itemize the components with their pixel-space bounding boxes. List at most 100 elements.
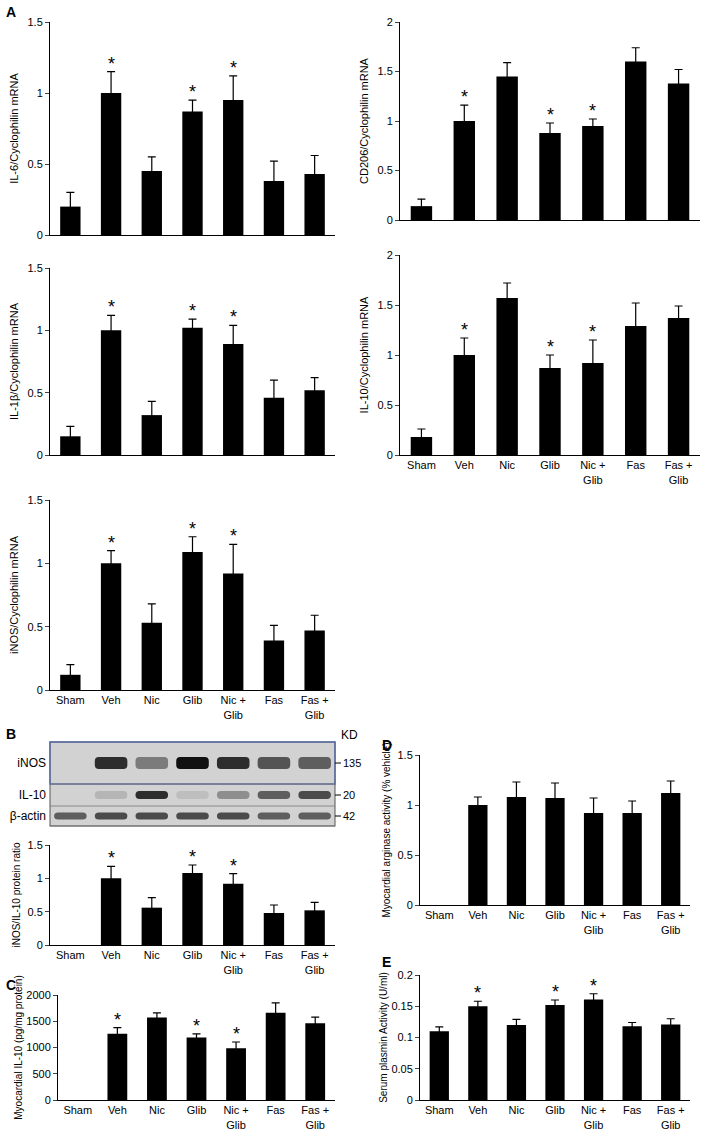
svg-text:*: * — [108, 54, 115, 74]
svg-text:*: * — [193, 1016, 200, 1036]
svg-text:1: 1 — [37, 872, 43, 884]
svg-text:Fas: Fas — [623, 1104, 642, 1116]
svg-text:Glib: Glib — [545, 1104, 565, 1116]
svg-text:*: * — [474, 983, 481, 1003]
svg-text:1: 1 — [407, 799, 413, 811]
svg-text:*: * — [552, 982, 559, 1002]
svg-text:0.5: 0.5 — [378, 164, 393, 176]
svg-text:Myocardial IL-10 (pg/mg protei: Myocardial IL-10 (pg/mg protein) — [13, 975, 24, 1120]
svg-text:0.2: 0.2 — [398, 969, 413, 981]
svg-text:*: * — [108, 297, 115, 317]
svg-text:0.5: 0.5 — [28, 621, 43, 633]
svg-text:KD: KD — [341, 728, 358, 742]
svg-text:IL-1β/Cyclophilin mRNA: IL-1β/Cyclophilin mRNA — [8, 302, 20, 420]
svg-text:Nic: Nic — [144, 949, 160, 961]
svg-text:Fas +Glib: Fas +Glib — [657, 909, 685, 935]
svg-text:Fas: Fas — [265, 949, 284, 961]
svg-text:0.15: 0.15 — [391, 1000, 412, 1012]
svg-text:Glib: Glib — [183, 949, 203, 961]
svg-text:IL-6/Cyclophilin mRNA: IL-6/Cyclophilin mRNA — [8, 73, 20, 184]
svg-text:*: * — [230, 856, 237, 876]
svg-text:1.5: 1.5 — [378, 299, 393, 311]
svg-text:A: A — [6, 4, 16, 20]
svg-text:42: 42 — [343, 810, 355, 822]
svg-text:Veh: Veh — [468, 909, 487, 921]
svg-text:1: 1 — [387, 349, 393, 361]
svg-text:IL-10: IL-10 — [19, 788, 47, 802]
svg-text:*: * — [590, 976, 597, 996]
svg-text:*: * — [108, 533, 115, 553]
svg-text:1500: 1500 — [26, 1015, 50, 1027]
svg-text:0: 0 — [37, 229, 43, 241]
svg-text:0: 0 — [387, 214, 393, 226]
svg-text:Myocardial arginase activity (: Myocardial arginase activity (% vehicle) — [381, 742, 392, 917]
svg-text:1: 1 — [37, 557, 43, 569]
svg-text:Nic +Glib: Nic +Glib — [580, 459, 605, 485]
svg-text:*: * — [189, 519, 196, 539]
svg-text:Fas +Glib: Fas +Glib — [301, 1104, 329, 1130]
svg-text:E: E — [382, 954, 391, 970]
svg-text:*: * — [114, 1010, 121, 1030]
svg-text:Veh: Veh — [102, 949, 121, 961]
svg-text:1.5: 1.5 — [28, 839, 43, 851]
svg-text:*: * — [233, 1024, 240, 1044]
svg-text:β-actin: β-actin — [10, 809, 46, 823]
svg-text:0.1: 0.1 — [398, 1031, 413, 1043]
svg-text:Nic: Nic — [508, 1104, 524, 1116]
svg-text:0: 0 — [45, 1094, 51, 1106]
svg-text:C: C — [6, 977, 16, 993]
svg-text:Fas: Fas — [266, 1104, 285, 1116]
svg-text:Veh: Veh — [455, 459, 474, 471]
svg-text:1000: 1000 — [26, 1041, 50, 1053]
svg-text:1.5: 1.5 — [378, 65, 393, 77]
svg-text:Nic +Glib: Nic +Glib — [581, 1104, 606, 1130]
svg-text:2000: 2000 — [26, 989, 50, 1001]
svg-text:0: 0 — [37, 684, 43, 696]
svg-text:0.5: 0.5 — [398, 849, 413, 861]
svg-text:*: * — [189, 847, 196, 867]
svg-text:Nic: Nic — [144, 694, 160, 706]
svg-text:Nic: Nic — [499, 459, 515, 471]
svg-text:135: 135 — [343, 757, 361, 769]
svg-text:Veh: Veh — [468, 1104, 487, 1116]
svg-text:*: * — [547, 337, 554, 357]
svg-text:*: * — [189, 301, 196, 321]
svg-text:Sham: Sham — [407, 459, 436, 471]
svg-text:0.5: 0.5 — [378, 399, 393, 411]
svg-text:0: 0 — [37, 449, 43, 461]
svg-text:*: * — [589, 101, 596, 121]
svg-text:Glib: Glib — [545, 909, 565, 921]
svg-text:*: * — [589, 322, 596, 342]
svg-text:Fas: Fas — [265, 694, 284, 706]
svg-text:Nic +Glib: Nic +Glib — [581, 909, 606, 935]
svg-text:2: 2 — [387, 249, 393, 261]
svg-text:*: * — [461, 320, 468, 340]
svg-text:Fas +Glib: Fas +Glib — [665, 459, 693, 485]
svg-text:0.5: 0.5 — [28, 387, 43, 399]
svg-text:IL-10/Cyclophilin mRNA: IL-10/Cyclophilin mRNA — [358, 296, 370, 413]
svg-text:Veh: Veh — [108, 1104, 127, 1116]
svg-text:*: * — [230, 526, 237, 546]
svg-text:Glib: Glib — [540, 459, 560, 471]
svg-text:Fas: Fas — [623, 909, 642, 921]
svg-text:0.5: 0.5 — [28, 158, 43, 170]
svg-text:0.5: 0.5 — [28, 906, 43, 918]
svg-text:0: 0 — [37, 939, 43, 951]
svg-text:1: 1 — [37, 324, 43, 336]
svg-text:Sham: Sham — [425, 909, 454, 921]
svg-text:iNOS/IL-10 protein ratio: iNOS/IL-10 protein ratio — [11, 842, 22, 947]
svg-text:Fas +Glib: Fas +Glib — [301, 949, 329, 975]
svg-text:Serum plasmin Activity (U/ml): Serum plasmin Activity (U/ml) — [378, 972, 389, 1103]
svg-text:Veh: Veh — [102, 694, 121, 706]
svg-text:0: 0 — [387, 449, 393, 461]
svg-text:*: * — [230, 58, 237, 78]
svg-text:Sham: Sham — [56, 949, 85, 961]
svg-text:Nic: Nic — [508, 909, 524, 921]
svg-text:Fas +Glib: Fas +Glib — [301, 694, 329, 720]
svg-text:1.5: 1.5 — [28, 262, 43, 274]
svg-text:Nic: Nic — [149, 1104, 165, 1116]
svg-text:1.5: 1.5 — [28, 16, 43, 28]
svg-text:Glib: Glib — [183, 694, 203, 706]
svg-text:*: * — [189, 82, 196, 102]
svg-text:20: 20 — [343, 789, 355, 801]
